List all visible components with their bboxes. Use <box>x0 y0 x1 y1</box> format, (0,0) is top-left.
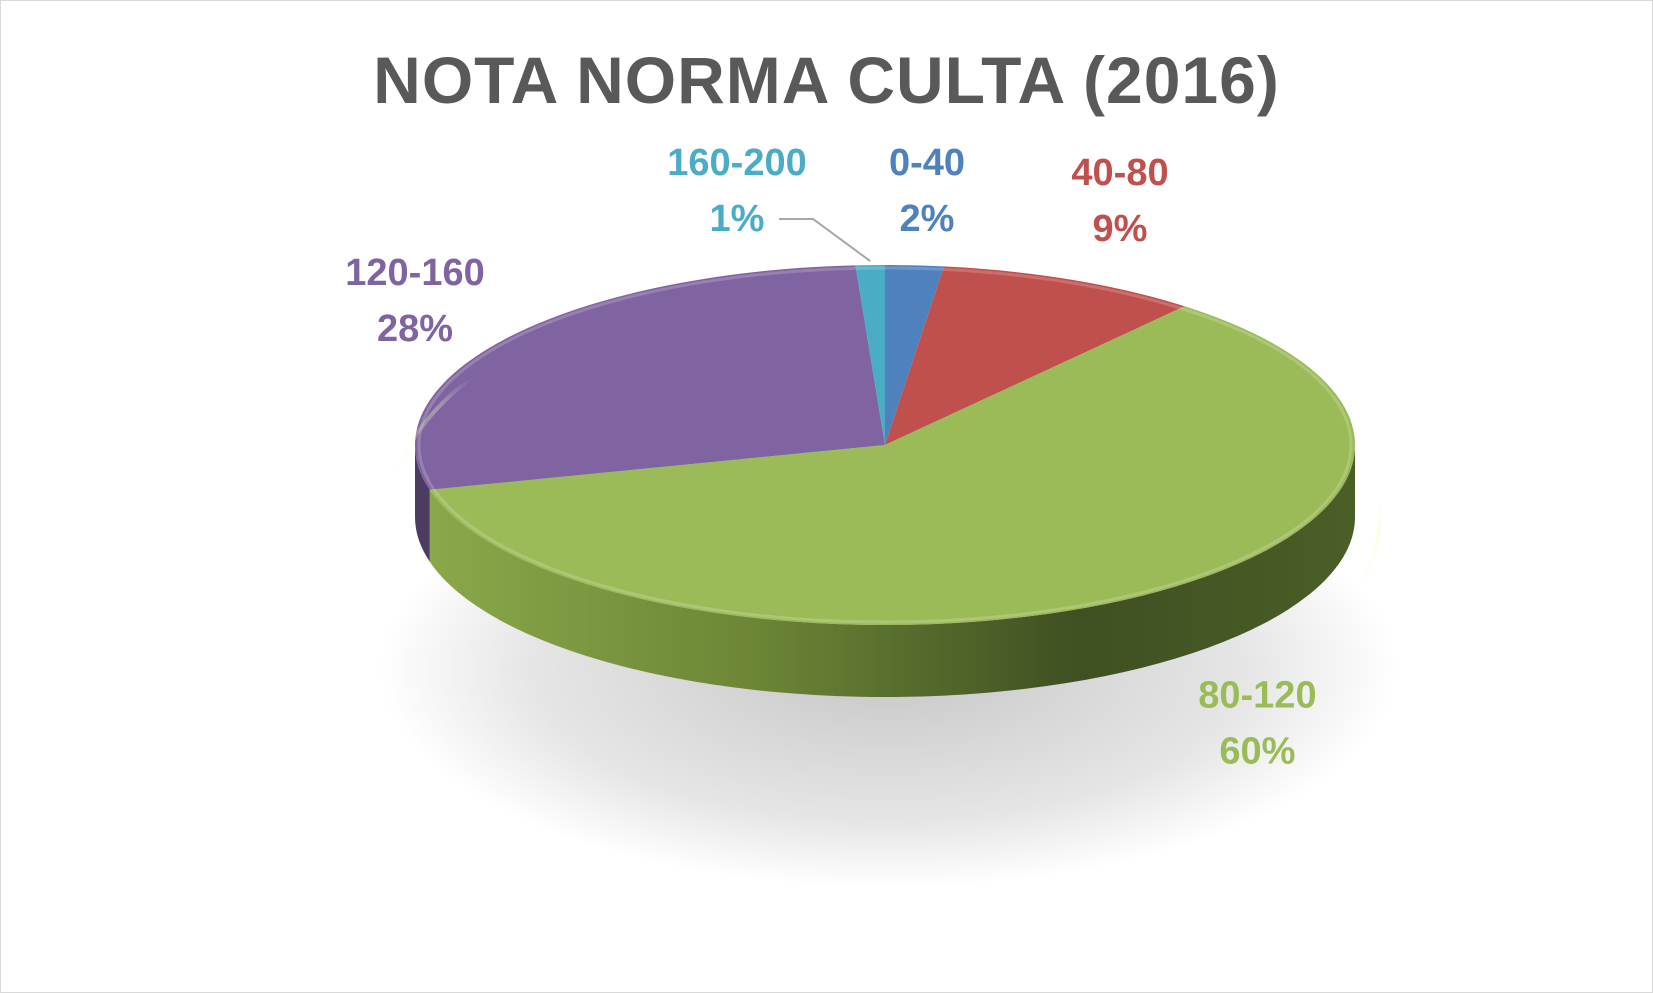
data-label-value-160-200: 1% <box>710 198 765 240</box>
leader-polyline-160-200 <box>779 218 871 262</box>
pie-side-80-120 <box>429 445 1356 697</box>
data-label-category-0-40: 0-40 <box>889 142 965 184</box>
pie-side-layer <box>415 445 1356 697</box>
data-label-category-120-160: 120-160 <box>345 252 484 294</box>
pie-slice-80-120 <box>429 306 1356 626</box>
pie-side-120-160 <box>415 445 430 562</box>
data-label-category-160-200: 160-200 <box>667 142 806 184</box>
pie-slice-40-80 <box>885 266 1185 445</box>
pie-slice-0-40 <box>885 265 944 445</box>
data-label-category-80-120: 80-120 <box>1198 675 1316 717</box>
chart-title: NOTA NORMA CULTA (2016) <box>373 43 1280 117</box>
data-label-value-80-120: 60% <box>1219 731 1295 773</box>
data-label-value-40-80: 9% <box>1093 208 1148 250</box>
data-labels: 0-40 2% 40-80 9% 80-120 60% 120-160 28% 160-200 1… <box>345 142 1316 773</box>
pie-rim-highlight <box>388 263 1382 767</box>
pie-slice-160-200 <box>855 265 885 445</box>
data-label-value-0-40: 2% <box>900 198 955 240</box>
pie-top-layer <box>414 265 1356 626</box>
pie-slice-120-160 <box>414 265 885 490</box>
data-label-value-120-160: 28% <box>377 308 453 350</box>
data-label-category-40-80: 40-80 <box>1071 152 1168 194</box>
pie-top-rim <box>417 266 1353 624</box>
